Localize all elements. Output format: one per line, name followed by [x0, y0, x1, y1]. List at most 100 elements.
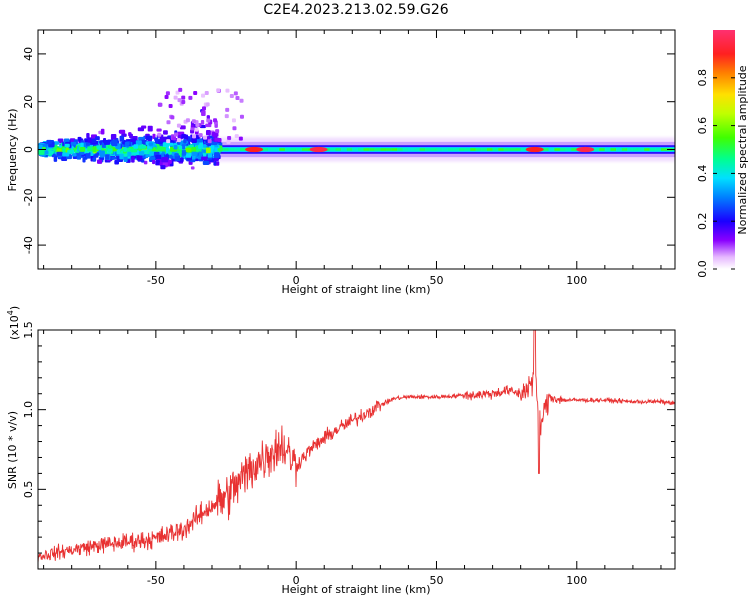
noise-cell — [161, 157, 169, 163]
noise-outlier — [185, 118, 190, 123]
spectral-peak — [245, 146, 264, 153]
line-segment — [565, 148, 572, 151]
noise-outlier — [205, 102, 210, 107]
noise-cell — [138, 136, 145, 141]
line-segment — [425, 148, 431, 151]
noise-cell — [62, 147, 66, 153]
noise-cell — [119, 135, 125, 142]
y-tick-label: 1.0 — [22, 401, 35, 419]
x-tick-label: -50 — [147, 574, 165, 587]
noise-outlier — [194, 127, 199, 132]
line-segment — [301, 148, 308, 151]
noise-cell — [181, 133, 187, 139]
noise-cell — [116, 149, 122, 155]
noise-cell — [79, 146, 86, 152]
noise-cell — [149, 151, 155, 156]
noise-cell — [130, 138, 137, 142]
colorbar-tick-label: 0.6 — [696, 117, 709, 135]
line-segment — [492, 148, 499, 151]
noise-outlier — [229, 93, 234, 98]
noise-cell — [202, 160, 210, 165]
noise-cell — [53, 156, 58, 162]
snr-y-multiplier: (x104) — [6, 306, 21, 340]
figure-title: C2E4.2023.213.02.59.G26 — [263, 2, 448, 18]
noise-outlier — [157, 132, 162, 137]
noise-outlier — [227, 136, 232, 141]
line-segment — [571, 148, 577, 151]
noise-cell — [185, 153, 192, 158]
noise-cell — [44, 150, 49, 155]
noise-cell — [86, 132, 90, 139]
noise-outlier — [235, 96, 240, 101]
noise-outlier — [181, 100, 186, 105]
x-tick-label: -50 — [147, 274, 165, 287]
spectrogram-plot-area — [38, 87, 675, 170]
noise-outlier — [178, 87, 183, 92]
line-segment — [498, 148, 504, 151]
noise-outlier — [226, 139, 231, 144]
noise-cell — [103, 140, 111, 145]
colorbar-label: Normalized spectral amplitude — [736, 65, 749, 234]
noise-cell — [123, 156, 128, 162]
noise-outlier — [232, 126, 237, 131]
noise-cell — [111, 156, 117, 160]
noise-cell — [196, 139, 203, 143]
noise-cell — [191, 151, 197, 157]
line-segment — [374, 148, 381, 151]
line-segment — [481, 148, 487, 151]
noise-cell — [155, 159, 160, 166]
noise-outlier — [173, 95, 178, 100]
x-tick-label: 0 — [293, 274, 300, 287]
colorbar-tick-label: 0.2 — [696, 212, 709, 230]
line-segment — [475, 148, 482, 151]
noise-outlier — [238, 136, 243, 141]
noise-outlier — [217, 137, 222, 142]
line-segment — [352, 148, 358, 151]
noise-outlier — [175, 90, 180, 95]
line-segment — [380, 148, 386, 151]
noise-cell — [162, 142, 170, 148]
noise-cell — [147, 125, 153, 132]
line-segment — [458, 148, 465, 151]
noise-cell — [129, 133, 133, 139]
noise-cell — [130, 148, 138, 153]
line-segment — [593, 148, 600, 151]
noise-cell — [174, 155, 181, 162]
noise-cell — [96, 145, 102, 150]
line-segment — [436, 148, 443, 151]
noise-cell — [87, 137, 92, 143]
line-segment — [284, 148, 291, 151]
colorbar: 0.0 0.2 0.4 0.6 0.8 Normalized spectral ampl… — [696, 30, 749, 278]
noise-outlier — [203, 135, 208, 140]
noise-cell — [82, 156, 86, 163]
noise-outlier — [198, 133, 203, 138]
noise-cell — [53, 141, 60, 145]
line-segment — [408, 148, 415, 151]
x-tick-label: 50 — [429, 274, 443, 287]
noise-cell — [124, 141, 130, 146]
line-segment — [453, 148, 459, 151]
noise-cell — [201, 156, 208, 161]
snr-series-line — [38, 330, 675, 564]
snr-frame — [37, 329, 676, 570]
noise-outlier — [191, 119, 196, 124]
snr-x-ticks: -50 0 50 100 — [43, 330, 662, 587]
spectral-peak — [576, 146, 595, 153]
noise-cell — [123, 147, 127, 152]
noise-outlier — [213, 118, 218, 123]
noise-cell — [70, 141, 77, 146]
line-segment — [357, 148, 364, 151]
noise-cell — [173, 144, 178, 150]
noise-cell — [206, 115, 210, 120]
spectrogram-x-axis-label: Height of straight line (km) — [281, 283, 430, 296]
y-tick-label: 0 — [22, 146, 35, 153]
noise-cell — [137, 127, 145, 132]
noise-outlier — [188, 95, 193, 100]
noise-cell — [159, 136, 166, 142]
line-segment — [616, 148, 622, 151]
noise-cell — [62, 152, 70, 157]
noise-cell — [213, 157, 219, 162]
noise-cell — [100, 150, 105, 156]
line-segment — [599, 148, 605, 151]
noise-cell — [200, 119, 205, 125]
